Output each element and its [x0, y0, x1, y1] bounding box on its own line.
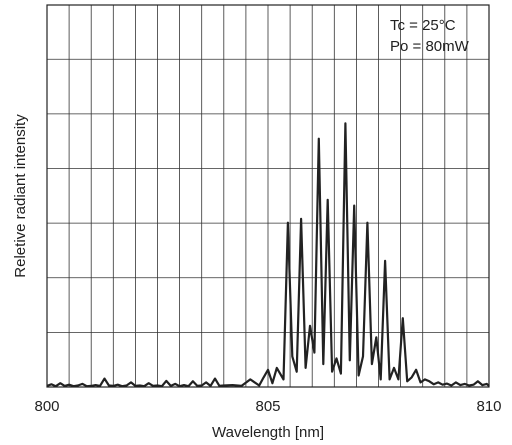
x-axis-title: Wavelength [nm]	[212, 424, 324, 441]
annotation-power: Po = 80mW	[390, 38, 470, 55]
x-tick-label: 800	[34, 398, 59, 415]
annotation-temperature: Tc = 25°C	[390, 17, 456, 34]
x-tick-label: 805	[255, 398, 280, 415]
x-tick-labels: 800 805 810	[34, 398, 501, 415]
plot-frame	[46, 4, 490, 388]
y-axis-title: Reletive radiant intensity	[12, 114, 29, 278]
x-tick-label: 810	[476, 398, 501, 415]
gridlines	[47, 5, 489, 387]
spectrum-line	[46, 122, 490, 388]
